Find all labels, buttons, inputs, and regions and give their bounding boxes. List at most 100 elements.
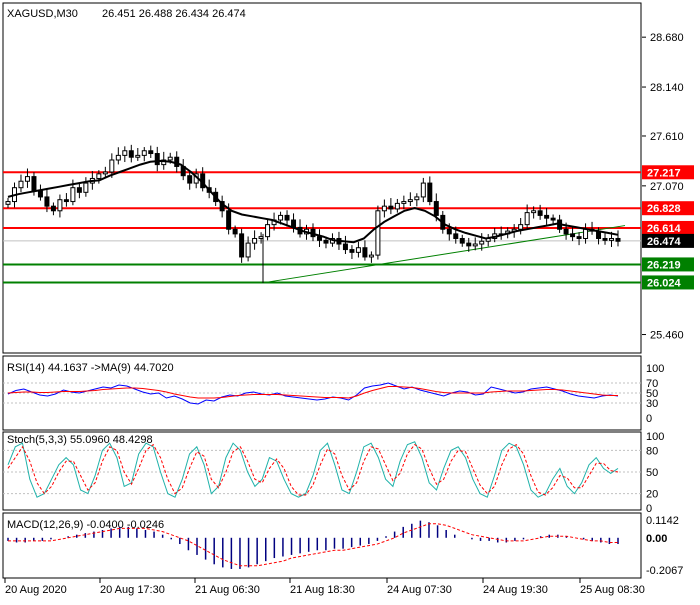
candle-body <box>258 236 264 239</box>
candle-body <box>531 210 537 214</box>
candle-body <box>187 175 193 184</box>
current-price-box <box>642 233 694 248</box>
stoch-level-label: 20 <box>646 489 658 501</box>
candle-body <box>24 176 30 182</box>
rsi-level-label: 50 <box>646 388 658 400</box>
candle-body <box>615 237 621 242</box>
candle-body <box>407 199 413 203</box>
candle-body <box>381 205 387 212</box>
candle-body <box>148 150 154 155</box>
support-label: 26.219 <box>647 259 681 271</box>
candle-body <box>245 242 251 258</box>
candle-body <box>466 242 472 247</box>
candle-body <box>609 237 615 241</box>
candle-body <box>239 233 245 258</box>
candle-body <box>70 187 76 203</box>
support-label-box <box>642 257 694 272</box>
candle-body <box>355 247 361 253</box>
candle-body <box>50 205 56 212</box>
header-symbol: XAGUSD,M30 <box>7 8 78 20</box>
candle-body <box>128 150 134 158</box>
candle-body <box>278 214 284 221</box>
candle-body <box>109 159 115 173</box>
candle-body <box>284 214 290 221</box>
price-axis-label: 27.070 <box>650 181 684 193</box>
rsi-title: RSI(14) 44.1637 ->MA(9) 44.7020 <box>7 362 174 374</box>
stoch-panel-frame <box>2 431 642 511</box>
rsi-level-label: 0 <box>646 413 652 425</box>
stoch-level-label: 100 <box>646 431 664 443</box>
candle-body <box>154 153 160 166</box>
resistance-label-box <box>642 165 694 180</box>
candle-body <box>453 233 459 239</box>
macd-title: MACD(12,26,9) -0.0400 -0.0246 <box>7 519 164 531</box>
candle-body <box>479 240 485 245</box>
resistance-label: 26.828 <box>647 203 681 215</box>
stoch-panel: Stoch(5,3,3) 55.0960 48.4298 100 80 50 20 0 <box>2 431 664 515</box>
rsi-panel: RSI(14) 44.1637 ->MA(9) 44.7020 100 70503… <box>2 355 664 431</box>
candle-body <box>414 196 420 201</box>
time-axis-label: 24 Aug 07:30 <box>387 584 452 596</box>
rsi-level-label: 30 <box>646 398 658 410</box>
support-label: 26.024 <box>647 277 682 289</box>
candle-body <box>167 156 173 161</box>
time-axis-label: 24 Aug 19:30 <box>483 584 548 596</box>
candle-body <box>388 205 394 210</box>
candle-body <box>394 202 400 210</box>
rsi-series-line <box>7 386 618 399</box>
resistance-label: 27.217 <box>647 167 681 179</box>
candle-body <box>31 176 37 191</box>
rsi-level-label: 100 <box>646 363 664 375</box>
resistance-label-box <box>642 220 694 235</box>
resistance-label: 26.614 <box>647 223 682 235</box>
candle-body <box>550 217 556 221</box>
support-trendline <box>262 225 626 284</box>
candle-body <box>427 182 433 203</box>
time-axis-label: 20 Aug 17:30 <box>100 584 165 596</box>
candle-body <box>102 171 108 175</box>
candle-body <box>362 247 368 258</box>
candle-body <box>63 199 69 203</box>
price-axis-label: 28.140 <box>650 82 684 94</box>
candle-body <box>583 228 589 239</box>
candle-body <box>375 210 381 256</box>
support-label-box <box>642 275 694 290</box>
candle-body <box>5 201 11 205</box>
candle-body <box>602 237 608 241</box>
candle-body <box>316 236 322 241</box>
candle-body <box>342 243 348 251</box>
candle-body <box>141 150 147 156</box>
candle-body <box>174 156 180 167</box>
moving-average-line <box>7 159 619 244</box>
candle-body <box>524 212 530 226</box>
resistance-label-box <box>642 201 694 216</box>
candle-body <box>76 187 82 193</box>
candle-body <box>459 237 465 244</box>
candle-body <box>420 182 426 198</box>
candle-body <box>472 243 478 247</box>
candle-body <box>232 228 238 235</box>
time-axis: 20 Aug 2020 20 Aug 17:30 21 Aug 06:30 21 Au… <box>4 578 645 596</box>
price-panel: XAGUSD,M30 26.451 26.488 26.434 26.474 2… <box>2 2 694 354</box>
stoch-level-label: 80 <box>646 445 658 457</box>
candle-body <box>433 201 439 216</box>
stoch-title: Stoch(5,3,3) 55.0960 48.4298 <box>7 434 153 446</box>
candle-body <box>44 196 50 207</box>
stoch-series-line <box>7 441 619 498</box>
time-axis-label: 25 Aug 08:30 <box>580 584 645 596</box>
candle-body <box>226 210 232 230</box>
time-axis-label: 21 Aug 18:30 <box>290 584 355 596</box>
candle-body <box>265 224 271 238</box>
macd-panel: MACD(12,26,9) -0.0400 -0.0246 0.1142 0.00… <box>2 512 683 579</box>
stoch-level-label: 50 <box>646 467 658 479</box>
candle-body <box>323 239 329 244</box>
candle-body <box>401 201 407 204</box>
price-panel-frame <box>2 2 642 354</box>
macd-signal-line <box>8 523 618 567</box>
candle-body <box>518 224 524 230</box>
candle-body <box>115 154 121 161</box>
candle-body <box>18 180 24 189</box>
header-ohlc: 26.451 26.488 26.434 26.474 <box>102 8 246 20</box>
